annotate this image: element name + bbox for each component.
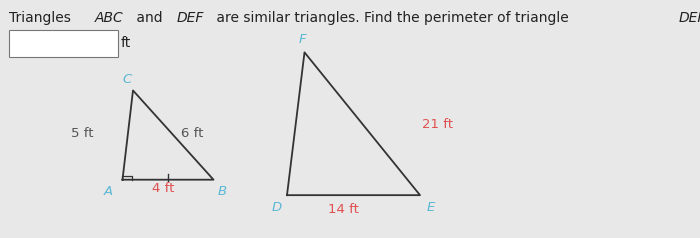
Text: 21 ft: 21 ft xyxy=(422,119,453,131)
Text: F: F xyxy=(299,33,306,46)
Text: 14 ft: 14 ft xyxy=(328,203,358,216)
Text: are similar triangles. Find the perimeter of triangle: are similar triangles. Find the perimete… xyxy=(212,11,573,25)
Text: ABC: ABC xyxy=(94,11,123,25)
Text: A: A xyxy=(104,185,113,198)
Text: ft: ft xyxy=(121,36,132,50)
Text: 6 ft: 6 ft xyxy=(181,127,204,140)
Text: B: B xyxy=(218,185,228,198)
Text: D: D xyxy=(272,201,281,213)
Text: E: E xyxy=(426,201,435,213)
Text: DEF: DEF xyxy=(177,11,204,25)
Text: DEF: DEF xyxy=(678,11,700,25)
Text: C: C xyxy=(122,73,132,86)
Text: Triangles: Triangles xyxy=(9,11,76,25)
Text: 4 ft: 4 ft xyxy=(152,182,174,194)
FancyBboxPatch shape xyxy=(9,30,118,57)
Text: and: and xyxy=(132,11,167,25)
Text: 5 ft: 5 ft xyxy=(71,127,94,140)
